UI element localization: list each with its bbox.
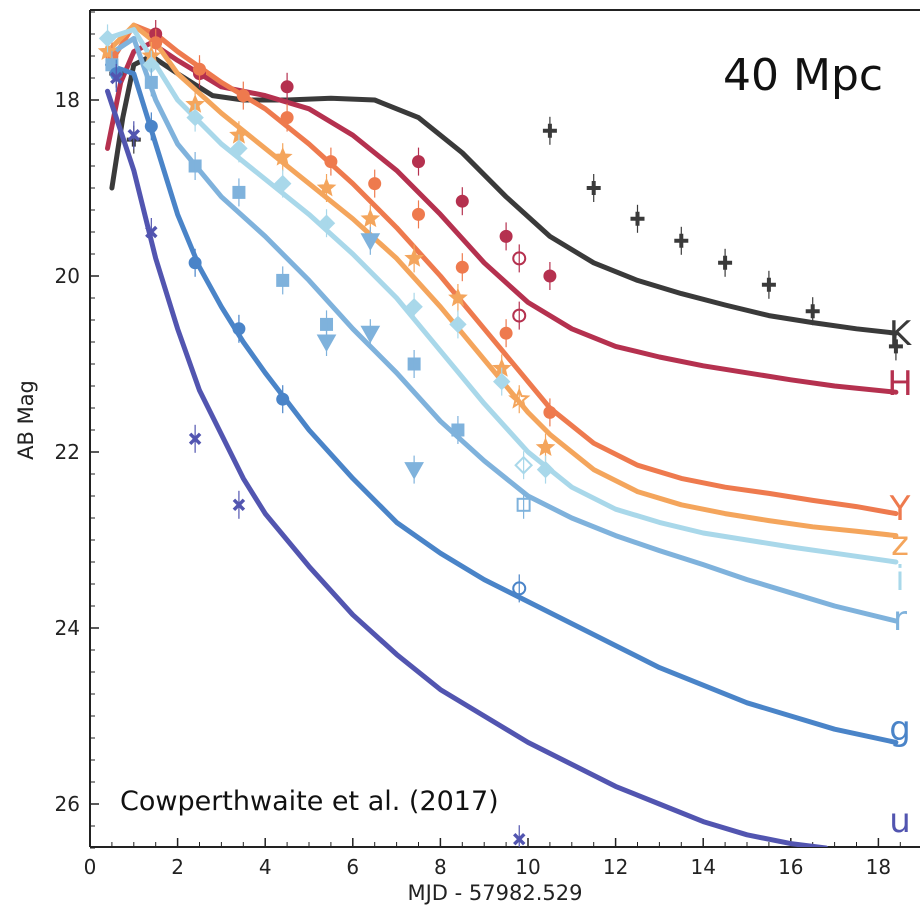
band-label-u: u xyxy=(889,801,911,841)
band-label-z: z xyxy=(891,524,909,564)
band-label-i: i xyxy=(895,559,904,599)
model-curve-r xyxy=(105,35,899,624)
model-curve-K xyxy=(109,53,899,336)
x-tick-label: 0 xyxy=(84,855,97,879)
band-label-Y: Y xyxy=(889,489,911,529)
y-tick-label: 24 xyxy=(55,616,80,640)
model-curve-u xyxy=(105,88,829,847)
y-tick-label: 22 xyxy=(55,440,80,464)
x-tick-label: 2 xyxy=(171,855,184,879)
data-points xyxy=(97,20,903,847)
x-tick-label: 12 xyxy=(603,855,628,879)
model-curve-i xyxy=(105,27,899,565)
model-curves xyxy=(105,22,899,847)
y-tick-label: 26 xyxy=(55,792,80,816)
model-curve-z xyxy=(105,22,899,539)
x-axis-title: MJD - 57982.529 xyxy=(408,881,583,905)
axes xyxy=(89,9,920,848)
band-label-K: K xyxy=(889,314,913,354)
x-tick-label: 16 xyxy=(778,855,803,879)
x-tick-label: 18 xyxy=(866,855,891,879)
model-curve-g xyxy=(105,62,899,745)
x-tick-label: 14 xyxy=(690,855,715,879)
chart-title: 40 Mpc xyxy=(723,50,883,101)
y-tick-label: 18 xyxy=(55,88,80,112)
y-axis-title: AB Mag xyxy=(14,380,38,460)
band-label-r: r xyxy=(893,599,907,639)
x-tick-label: 4 xyxy=(259,855,272,879)
x-tick-label: 10 xyxy=(515,855,540,879)
band-label-H: H xyxy=(887,364,913,404)
band-label-g: g xyxy=(889,709,911,749)
credit-annotation: Cowperthwaite et al. (2017) xyxy=(120,786,499,817)
x-tick-label: 6 xyxy=(346,855,359,879)
x-tick-label: 8 xyxy=(434,855,447,879)
y-tick-label: 20 xyxy=(55,264,80,288)
model-curve-Y xyxy=(109,22,899,517)
